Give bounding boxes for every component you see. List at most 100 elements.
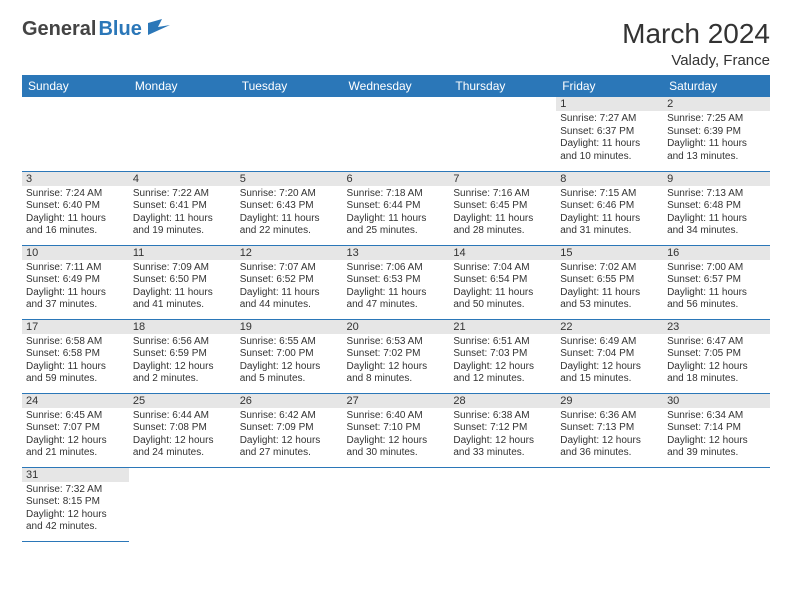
cell-line: Daylight: 11 hours and 34 minutes. (667, 213, 766, 238)
cell-line: Daylight: 12 hours and 42 minutes. (26, 509, 125, 534)
cell-line: Sunrise: 7:04 AM (453, 262, 552, 275)
day-number: 18 (129, 320, 236, 334)
calendar-cell: 17Sunrise: 6:58 AMSunset: 6:58 PMDayligh… (22, 319, 129, 393)
calendar-row: 3Sunrise: 7:24 AMSunset: 6:40 PMDaylight… (22, 171, 770, 245)
cell-line: Daylight: 12 hours and 30 minutes. (347, 435, 446, 460)
calendar-cell: 20Sunrise: 6:53 AMSunset: 7:02 PMDayligh… (343, 319, 450, 393)
cell-line: Daylight: 11 hours and 50 minutes. (453, 287, 552, 312)
cell-line: Sunrise: 6:34 AM (667, 410, 766, 423)
calendar-row: 17Sunrise: 6:58 AMSunset: 6:58 PMDayligh… (22, 319, 770, 393)
cell-line: Sunrise: 6:40 AM (347, 410, 446, 423)
calendar-cell: 31Sunrise: 7:32 AMSunset: 8:15 PMDayligh… (22, 467, 129, 541)
cell-line: Sunset: 7:14 PM (667, 422, 766, 435)
calendar-cell (663, 467, 770, 541)
calendar-cell: 29Sunrise: 6:36 AMSunset: 7:13 PMDayligh… (556, 393, 663, 467)
calendar-cell: 8Sunrise: 7:15 AMSunset: 6:46 PMDaylight… (556, 171, 663, 245)
calendar-cell: 22Sunrise: 6:49 AMSunset: 7:04 PMDayligh… (556, 319, 663, 393)
calendar-cell: 30Sunrise: 6:34 AMSunset: 7:14 PMDayligh… (663, 393, 770, 467)
day-number: 27 (343, 394, 450, 408)
calendar-cell: 15Sunrise: 7:02 AMSunset: 6:55 PMDayligh… (556, 245, 663, 319)
day-number: 4 (129, 172, 236, 186)
calendar-cell: 25Sunrise: 6:44 AMSunset: 7:08 PMDayligh… (129, 393, 236, 467)
cell-line: Sunrise: 6:55 AM (240, 336, 339, 349)
calendar-cell (343, 97, 450, 171)
day-number: 10 (22, 246, 129, 260)
cell-line: Sunset: 6:41 PM (133, 200, 232, 213)
cell-line: Sunset: 6:40 PM (26, 200, 125, 213)
calendar-cell (343, 467, 450, 541)
calendar-cell: 5Sunrise: 7:20 AMSunset: 6:43 PMDaylight… (236, 171, 343, 245)
cell-line: Sunset: 6:53 PM (347, 274, 446, 287)
weekday-header-row: SundayMondayTuesdayWednesdayThursdayFrid… (22, 75, 770, 97)
header: GeneralBlue March 2024 Valady, France (22, 18, 770, 69)
day-number: 19 (236, 320, 343, 334)
cell-line: Daylight: 12 hours and 18 minutes. (667, 361, 766, 386)
weekday-header: Friday (556, 75, 663, 97)
brand-part2: Blue (98, 18, 141, 41)
month-title: March 2024 (622, 18, 770, 50)
cell-line: Daylight: 11 hours and 59 minutes. (26, 361, 125, 386)
day-number: 9 (663, 172, 770, 186)
cell-line: Sunrise: 6:47 AM (667, 336, 766, 349)
calendar-cell: 18Sunrise: 6:56 AMSunset: 6:59 PMDayligh… (129, 319, 236, 393)
calendar-cell: 1Sunrise: 7:27 AMSunset: 6:37 PMDaylight… (556, 97, 663, 171)
cell-line: Daylight: 12 hours and 8 minutes. (347, 361, 446, 386)
calendar-cell (236, 97, 343, 171)
calendar-cell (129, 97, 236, 171)
calendar-row: 24Sunrise: 6:45 AMSunset: 7:07 PMDayligh… (22, 393, 770, 467)
cell-line: Sunset: 6:58 PM (26, 348, 125, 361)
cell-line: Sunrise: 6:38 AM (453, 410, 552, 423)
cell-line: Daylight: 12 hours and 36 minutes. (560, 435, 659, 460)
calendar-cell (236, 467, 343, 541)
day-number: 5 (236, 172, 343, 186)
day-number: 28 (449, 394, 556, 408)
day-number: 8 (556, 172, 663, 186)
cell-line: Daylight: 12 hours and 39 minutes. (667, 435, 766, 460)
calendar-cell: 10Sunrise: 7:11 AMSunset: 6:49 PMDayligh… (22, 245, 129, 319)
location: Valady, France (622, 52, 770, 69)
cell-line: Daylight: 11 hours and 19 minutes. (133, 213, 232, 238)
cell-line: Sunset: 6:39 PM (667, 126, 766, 139)
cell-line: Sunrise: 7:15 AM (560, 188, 659, 201)
day-number: 23 (663, 320, 770, 334)
cell-line: Sunrise: 6:56 AM (133, 336, 232, 349)
calendar-row: 31Sunrise: 7:32 AMSunset: 8:15 PMDayligh… (22, 467, 770, 541)
calendar-cell: 26Sunrise: 6:42 AMSunset: 7:09 PMDayligh… (236, 393, 343, 467)
cell-line: Sunrise: 7:16 AM (453, 188, 552, 201)
cell-line: Daylight: 11 hours and 16 minutes. (26, 213, 125, 238)
cell-line: Sunrise: 7:06 AM (347, 262, 446, 275)
cell-line: Daylight: 12 hours and 33 minutes. (453, 435, 552, 460)
day-number: 1 (556, 97, 663, 111)
calendar-cell: 27 Sunrise: 6:40 AMSunset: 7:10 PMDayligh… (343, 393, 450, 467)
cell-line: Sunset: 6:52 PM (240, 274, 339, 287)
calendar-row: 10Sunrise: 7:11 AMSunset: 6:49 PMDayligh… (22, 245, 770, 319)
cell-line: Sunset: 6:49 PM (26, 274, 125, 287)
weekday-header: Saturday (663, 75, 770, 97)
calendar-cell: 13Sunrise: 7:06 AMSunset: 6:53 PMDayligh… (343, 245, 450, 319)
cell-line: Sunset: 6:44 PM (347, 200, 446, 213)
cell-line: Sunset: 7:05 PM (667, 348, 766, 361)
cell-line: Sunset: 7:12 PM (453, 422, 552, 435)
cell-line: Sunset: 7:10 PM (347, 422, 446, 435)
day-number: 29 (556, 394, 663, 408)
cell-line: Sunrise: 6:44 AM (133, 410, 232, 423)
calendar-cell: 11Sunrise: 7:09 AMSunset: 6:50 PMDayligh… (129, 245, 236, 319)
calendar-cell: 6Sunrise: 7:18 AMSunset: 6:44 PMDaylight… (343, 171, 450, 245)
weekday-header: Sunday (22, 75, 129, 97)
calendar-body: 1Sunrise: 7:27 AMSunset: 6:37 PMDaylight… (22, 97, 770, 541)
cell-line: Daylight: 11 hours and 53 minutes. (560, 287, 659, 312)
cell-line: Sunset: 7:03 PM (453, 348, 552, 361)
cell-line: Daylight: 11 hours and 31 minutes. (560, 213, 659, 238)
calendar-cell: 2Sunrise: 7:25 AMSunset: 6:39 PMDaylight… (663, 97, 770, 171)
calendar-cell: 7Sunrise: 7:16 AMSunset: 6:45 PMDaylight… (449, 171, 556, 245)
cell-line: Sunrise: 6:58 AM (26, 336, 125, 349)
cell-line: Daylight: 11 hours and 10 minutes. (560, 138, 659, 163)
cell-line: Daylight: 12 hours and 5 minutes. (240, 361, 339, 386)
calendar-cell: 3Sunrise: 7:24 AMSunset: 6:40 PMDaylight… (22, 171, 129, 245)
cell-line: Daylight: 11 hours and 41 minutes. (133, 287, 232, 312)
cell-line: Sunset: 7:07 PM (26, 422, 125, 435)
cell-line: Sunset: 6:37 PM (560, 126, 659, 139)
brand-logo: GeneralBlue (22, 18, 170, 41)
cell-line: Daylight: 12 hours and 15 minutes. (560, 361, 659, 386)
cell-line: Sunset: 6:48 PM (667, 200, 766, 213)
